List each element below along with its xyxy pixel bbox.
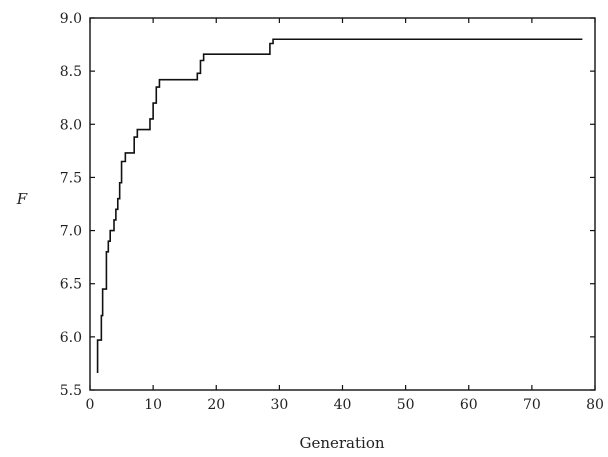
x-tick-label: 30 xyxy=(270,397,288,413)
x-tick-label: 80 xyxy=(586,397,604,413)
y-tick-label: 6.0 xyxy=(60,330,82,346)
y-axis-tick-labels: 5.5 6.0 6.5 7.0 7.5 8.0 8.5 9.0 xyxy=(60,11,82,399)
x-tick-label: 70 xyxy=(523,397,541,413)
x-tick-label: 60 xyxy=(460,397,478,413)
y-axis-label: F xyxy=(16,190,28,208)
y-axis-ticks xyxy=(90,17,595,391)
y-tick-label: 9.0 xyxy=(60,11,82,27)
y-tick-label: 7.0 xyxy=(60,224,82,240)
y-tick-label: 6.5 xyxy=(60,277,82,293)
x-tick-label: 50 xyxy=(397,397,415,413)
x-tick-label: 10 xyxy=(144,397,162,413)
series-line xyxy=(96,38,583,373)
x-tick-label: 20 xyxy=(207,397,225,413)
y-tick-label: 7.5 xyxy=(60,170,82,186)
y-tick-label: 8.5 xyxy=(60,64,82,80)
y-tick-label: 8.0 xyxy=(60,117,82,133)
x-tick-label: 0 xyxy=(86,397,95,413)
x-axis-tick-labels: 0 10 20 30 40 50 60 70 80 xyxy=(86,397,604,413)
x-tick-label: 40 xyxy=(334,397,352,413)
plot-frame xyxy=(89,17,596,391)
x-axis-label: Generation xyxy=(299,434,384,452)
y-tick-label: 5.5 xyxy=(60,383,82,399)
x-axis-ticks xyxy=(89,18,596,390)
